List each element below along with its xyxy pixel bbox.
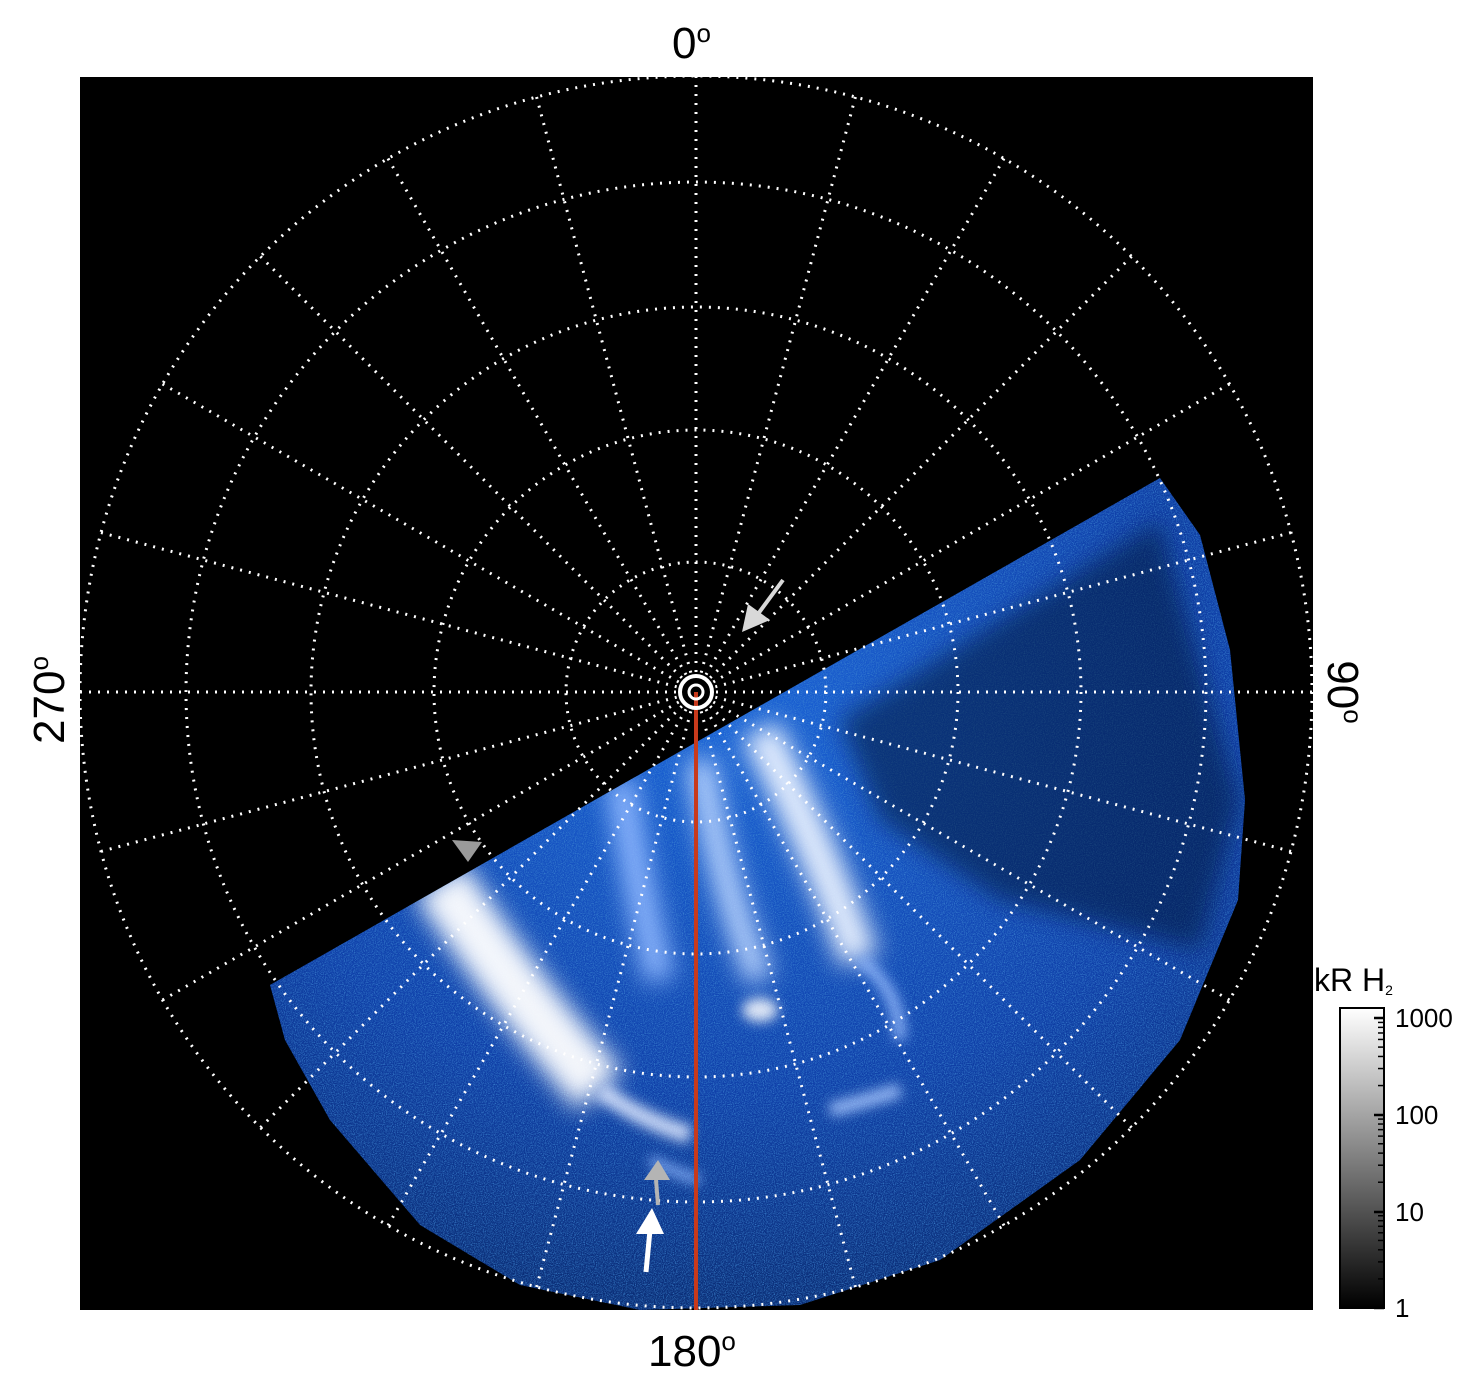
- longitude-line: [259, 705, 683, 1129]
- longitude-line: [100, 531, 678, 689]
- colorbar-tick-label: 1000: [1395, 1003, 1453, 1033]
- longitude-line: [259, 255, 683, 679]
- triangle-marker-icon: [452, 840, 482, 862]
- longitude-line: [714, 695, 1292, 853]
- longitude-line: [100, 695, 678, 853]
- colorbar-tick-label: 100: [1395, 1100, 1439, 1130]
- angle-label-right: 90o: [1318, 660, 1368, 724]
- colorbar-tick-label: 1: [1395, 1293, 1410, 1323]
- arrow-icon: [636, 1208, 664, 1273]
- longitude-line: [699, 96, 857, 674]
- longitude-line: [712, 382, 1231, 684]
- arrow-icon: [742, 578, 785, 632]
- longitude-line: [704, 708, 1006, 1227]
- angle-label-bottom: 180o: [648, 1326, 736, 1376]
- arrow-icon: [644, 1160, 670, 1206]
- longitude-line: [699, 710, 857, 1288]
- longitude-line: [161, 382, 680, 684]
- colorbar-tick-label: 10: [1395, 1197, 1424, 1227]
- longitude-line: [161, 700, 680, 1002]
- angle-label-top: 0o: [672, 18, 711, 68]
- longitude-line: [709, 255, 1133, 679]
- longitude-line: [712, 700, 1231, 1002]
- longitude-grid: [80, 77, 1312, 1308]
- colorbar: [1339, 1007, 1385, 1310]
- longitude-line: [709, 705, 1133, 1129]
- longitude-line: [386, 157, 688, 676]
- longitude-line: [535, 710, 693, 1288]
- pole-marker-icon: [678, 674, 714, 710]
- colorbar-title: kR H2: [1314, 962, 1393, 998]
- longitude-line: [714, 531, 1292, 689]
- angle-label-left: 270o: [24, 656, 74, 744]
- longitude-line: [535, 96, 693, 674]
- longitude-line: [704, 157, 1006, 676]
- longitude-line: [386, 708, 688, 1227]
